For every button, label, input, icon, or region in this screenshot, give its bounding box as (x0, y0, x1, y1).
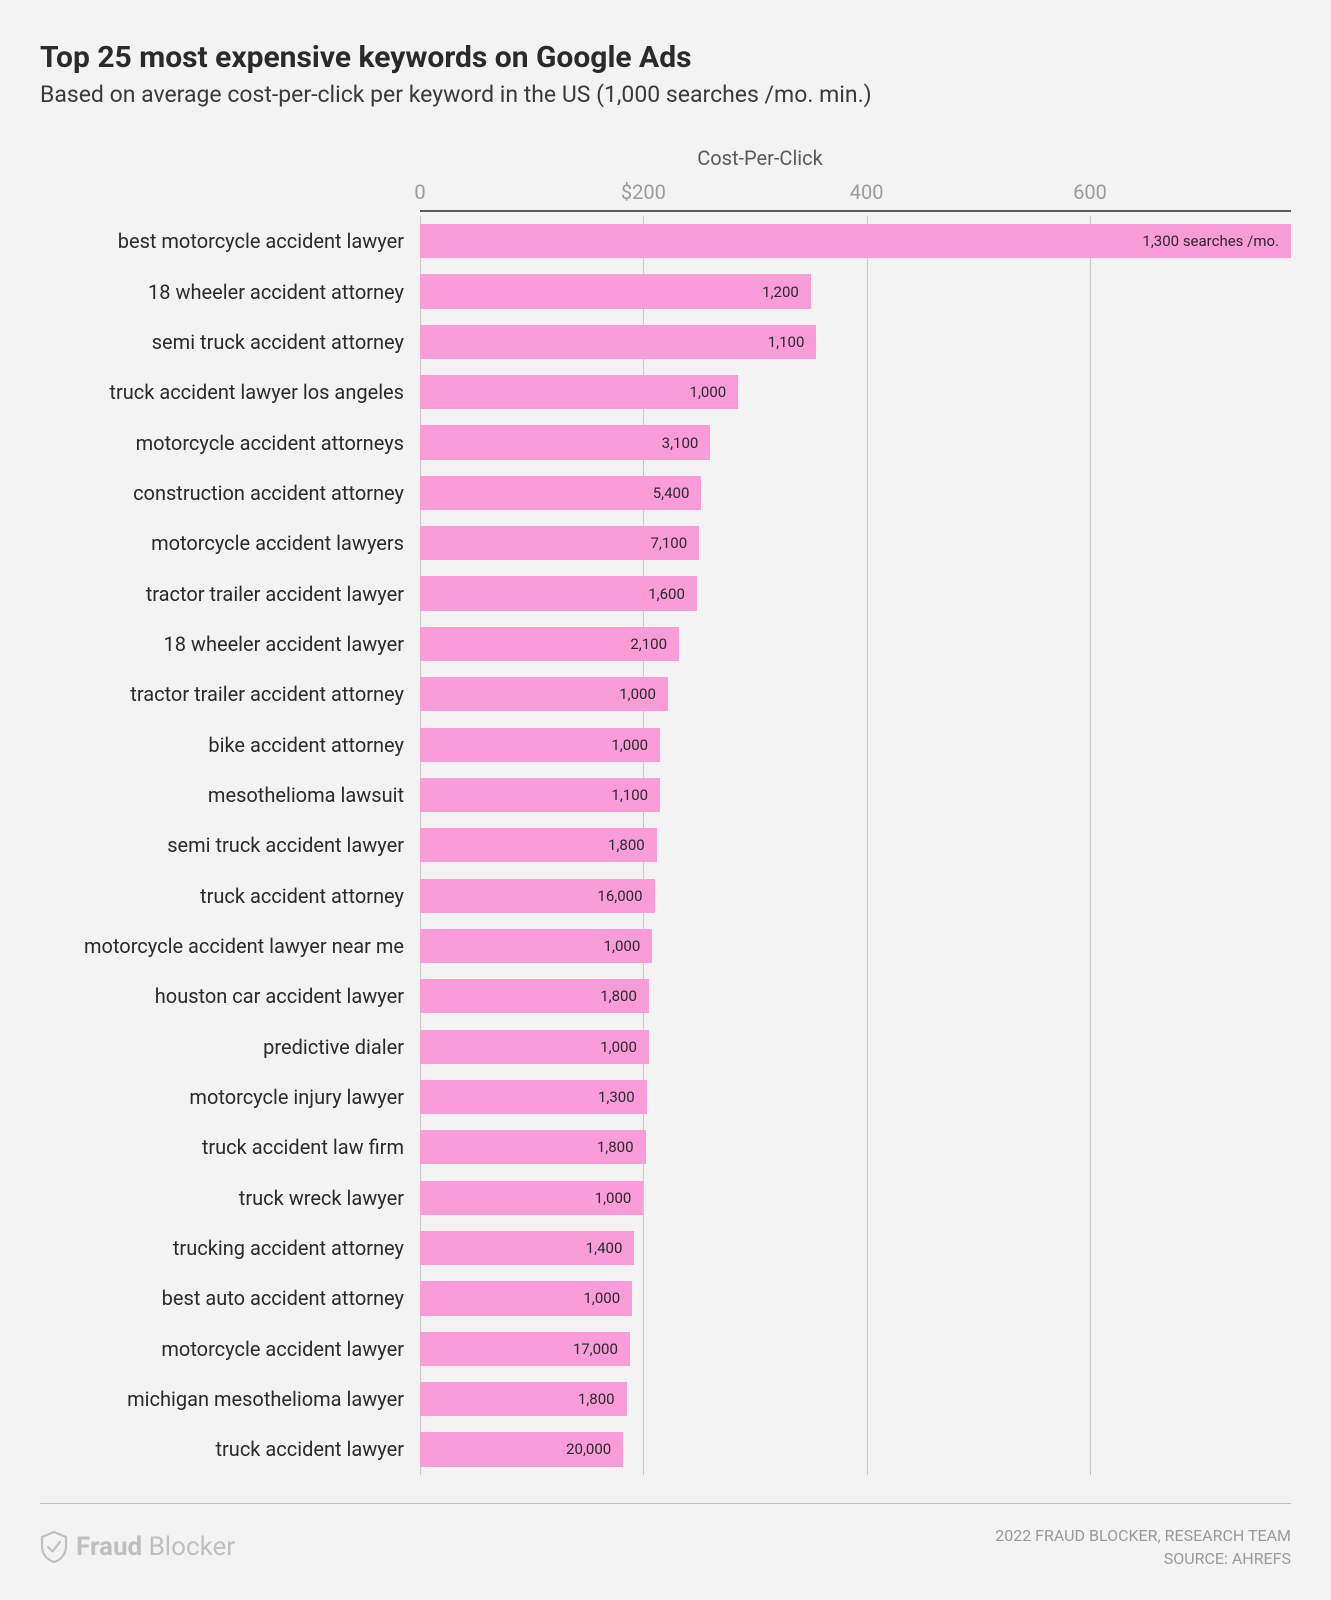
bar: 1,000 (420, 1030, 649, 1064)
x-tick-label: $200 (621, 180, 666, 204)
chart-subtitle: Based on average cost-per-click per keyw… (40, 81, 1291, 108)
bar-row-label: motorcycle injury lawyer (40, 1072, 420, 1122)
bar: 1,100 (420, 778, 660, 812)
bar: 1,200 (420, 274, 811, 308)
shield-icon (40, 1531, 68, 1563)
bar-row: 1,000 (420, 1022, 1291, 1072)
bar-row: 20,000 (420, 1424, 1291, 1474)
chart-header: Top 25 most expensive keywords on Google… (40, 40, 1291, 108)
bar: 1,000 (420, 929, 652, 963)
bar-row-label: 18 wheeler accident lawyer (40, 619, 420, 669)
bar-row-label: motorcycle accident attorneys (40, 417, 420, 467)
bar: 3,100 (420, 425, 710, 459)
bar-row-label: best motorcycle accident lawyer (40, 216, 420, 266)
chart-footer: Fraud Blocker 2022 FRAUD BLOCKER, RESEAR… (40, 1503, 1291, 1570)
bar-row-label: best auto accident attorney (40, 1273, 420, 1323)
bar-row: 1,000 (420, 367, 1291, 417)
bar-row: 1,100 (420, 770, 1291, 820)
bar-row-label: truck accident law firm (40, 1122, 420, 1172)
bar-row: 1,000 (420, 1273, 1291, 1323)
bar: 1,800 (420, 1130, 646, 1164)
bar: 1,300 (420, 1080, 647, 1114)
bar: 1,000 (420, 1181, 643, 1215)
bar-row-label: truck accident lawyer (40, 1424, 420, 1474)
bar: 17,000 (420, 1332, 630, 1366)
bar-row-label: trucking accident attorney (40, 1223, 420, 1273)
bar-row: 1,000 (420, 1173, 1291, 1223)
chart-area: Cost-Per-Click 0 $200 400 600 best motorcyc… (40, 128, 1291, 1475)
bar-row: 1,000 (420, 921, 1291, 971)
bar-row-label: truck accident attorney (40, 870, 420, 920)
bar-row: 7,100 (420, 518, 1291, 568)
x-axis: 0 $200 400 600 (40, 180, 1291, 208)
bar-row-label: semi truck accident attorney (40, 317, 420, 367)
bar-row-label: tractor trailer accident lawyer (40, 568, 420, 618)
bar: 5,400 (420, 476, 701, 510)
bar-row-label: semi truck accident lawyer (40, 820, 420, 870)
bar-row: 1,400 (420, 1223, 1291, 1273)
bar: 1,800 (420, 828, 657, 862)
bar-row-label: truck wreck lawyer (40, 1173, 420, 1223)
x-tick-label: 600 (1073, 180, 1107, 204)
bar: 1,600 (420, 576, 697, 610)
bar: 16,000 (420, 879, 655, 913)
bar-row: 1,800 (420, 971, 1291, 1021)
bar-row: 16,000 (420, 870, 1291, 920)
bar: 1,000 (420, 677, 668, 711)
bar-row-label: truck accident lawyer los angeles (40, 367, 420, 417)
bar-row: 2,100 (420, 619, 1291, 669)
bar-row: 1,000 (420, 719, 1291, 769)
bar-row: 1,800 (420, 820, 1291, 870)
bar-row: 1,200 (420, 266, 1291, 316)
bar-row-label: motorcycle accident lawyers (40, 518, 420, 568)
bar-row: 17,000 (420, 1324, 1291, 1374)
chart-title: Top 25 most expensive keywords on Google… (40, 40, 1291, 75)
bar: 1,400 (420, 1231, 634, 1265)
bar-row-label: construction accident attorney (40, 468, 420, 518)
footer-credits: 2022 FRAUD BLOCKER, RESEARCH TEAM SOURCE… (995, 1524, 1291, 1570)
bars-wrap: best motorcycle accident lawyer18 wheele… (40, 216, 1291, 1475)
bar-row-label: bike accident attorney (40, 719, 420, 769)
bar-row: 5,400 (420, 468, 1291, 518)
bar-row-label: michigan mesothelioma lawyer (40, 1374, 420, 1424)
x-tick-label: 0 (414, 180, 425, 204)
bar-row-label: predictive dialer (40, 1022, 420, 1072)
bar-row: 1,000 (420, 669, 1291, 719)
bar-row: 1,300 searches /mo. (420, 216, 1291, 266)
bar-row: 1,800 (420, 1374, 1291, 1424)
bar-row-label: 18 wheeler accident attorney (40, 266, 420, 316)
bar-row: 1,100 (420, 317, 1291, 367)
bar-row-label: tractor trailer accident attorney (40, 669, 420, 719)
footer-logo: Fraud Blocker (40, 1531, 235, 1563)
bar: 2,100 (420, 627, 679, 661)
bar-row-label: motorcycle accident lawyer (40, 1324, 420, 1374)
bar: 1,000 (420, 1281, 632, 1315)
bar: 20,000 (420, 1432, 623, 1466)
bar: 7,100 (420, 526, 699, 560)
bar: 1,000 (420, 728, 660, 762)
bar-row-label: mesothelioma lawsuit (40, 770, 420, 820)
bar: 1,800 (420, 979, 649, 1013)
x-tick-label: 400 (850, 180, 884, 204)
bar-row-label: houston car accident lawyer (40, 971, 420, 1021)
bar-row: 1,800 (420, 1122, 1291, 1172)
bar: 1,000 (420, 375, 738, 409)
bar-row: 3,100 (420, 417, 1291, 467)
footer-logo-text: Fraud Blocker (76, 1532, 235, 1562)
bar: 1,800 (420, 1382, 627, 1416)
bar-row: 1,300 (420, 1072, 1291, 1122)
bar-row-label: motorcycle accident lawyer near me (40, 921, 420, 971)
footer-credit-line-1: 2022 FRAUD BLOCKER, RESEARCH TEAM (995, 1524, 1291, 1547)
bar: 1,100 (420, 325, 816, 359)
bar-row: 1,600 (420, 568, 1291, 618)
bar: 1,300 searches /mo. (420, 224, 1291, 258)
footer-credit-line-2: SOURCE: AHREFS (995, 1547, 1291, 1570)
x-axis-title: Cost-Per-Click (560, 146, 960, 170)
